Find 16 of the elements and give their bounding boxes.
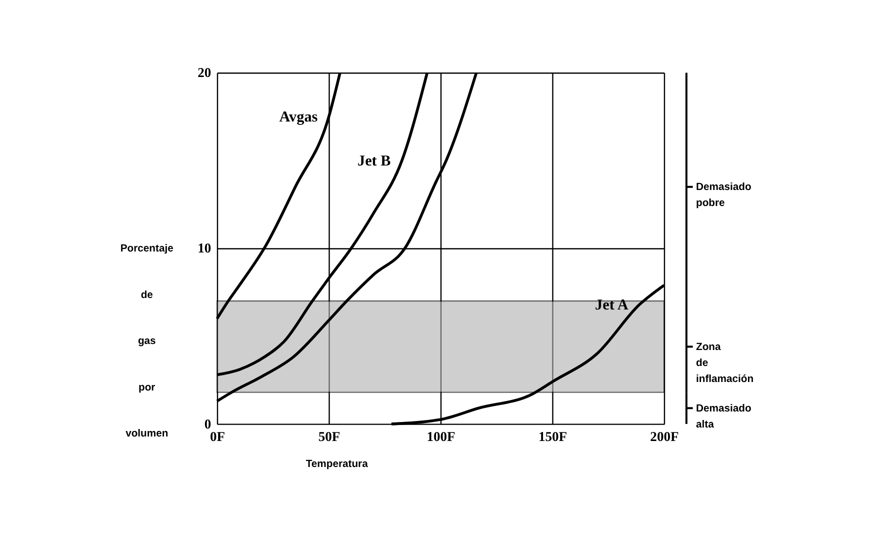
text: Porcentaje de gas por volumen [120,244,174,440]
text: Demasiado pobre [696,182,752,210]
x-tick-label: 100F [426,429,456,444]
text: Demasiado alta [696,403,752,430]
x-tick-label: 0F [210,429,226,444]
x-axis-title: Temperatura [306,459,368,470]
x-tick-label: 200F [650,429,679,444]
series-label: Jet A [595,296,628,314]
text: Zona de inflamación [696,342,754,385]
x-tick-label: 150F [538,429,568,444]
series-label: Avgas [279,108,318,126]
x-tick-label: 50F [318,429,340,444]
y-tick-label: 0 [204,416,212,432]
series-label: Jet B [357,152,391,170]
y-tick-label: 20 [198,65,212,80]
y-tick-label: 10 [198,240,212,256]
